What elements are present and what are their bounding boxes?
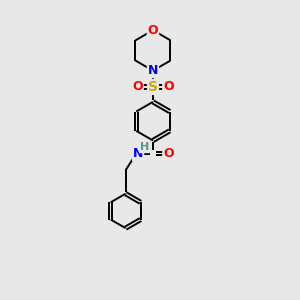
Text: O: O — [148, 24, 158, 37]
Text: O: O — [163, 80, 174, 94]
Text: N: N — [133, 147, 143, 161]
Text: H: H — [140, 142, 149, 152]
Text: O: O — [132, 80, 143, 94]
Text: S: S — [148, 80, 158, 94]
Text: N: N — [148, 64, 158, 77]
Text: O: O — [163, 147, 174, 161]
